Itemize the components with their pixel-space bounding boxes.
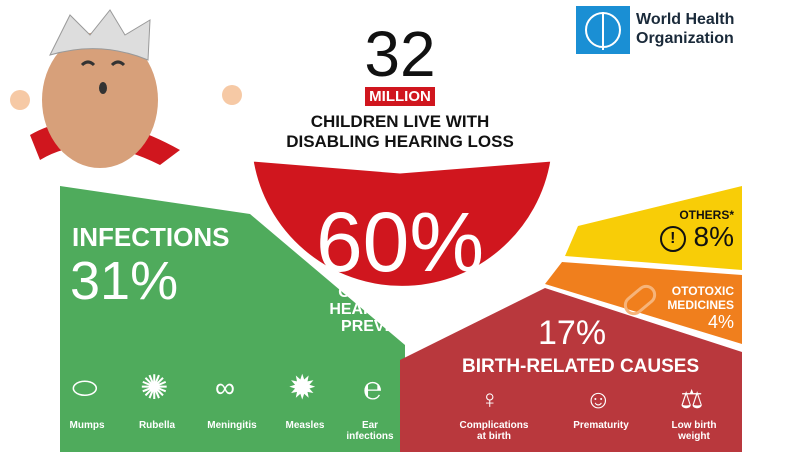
preventable-percent: 60%	[315, 195, 485, 289]
others-percent: 8%	[693, 221, 734, 252]
virus-icon: ✺	[140, 369, 169, 407]
preventable-block: 60% OF CHILDHOOD HEARING LOSS IS PREVENT…	[290, 200, 510, 335]
others-block: OTHERS* ! 8%	[640, 208, 734, 252]
ototoxic-line1: OTOTOXIC	[671, 284, 734, 298]
unit-badge: MILLION	[365, 87, 435, 106]
chain-bacteria-icon: ∞	[215, 372, 235, 403]
label-rubella: Rubella	[138, 420, 176, 431]
label-prematurity: Prematurity	[573, 420, 629, 431]
bacterium-icon: ⬭	[72, 372, 98, 405]
virus-spiky-icon: ✹	[288, 369, 317, 407]
ototoxic-line2: MEDICINES	[667, 298, 734, 312]
birth-percent: 17%	[538, 314, 607, 352]
birth-title: BIRTH-RELATED CAUSES	[462, 356, 700, 377]
scale-icon: ⚖	[680, 384, 704, 414]
infections-segment	[60, 186, 405, 452]
children-count: 32	[364, 18, 436, 90]
label-meningitis: Meningitis	[207, 420, 257, 431]
who-logo-text: World Health Organization	[636, 10, 734, 48]
center-line1: OF CHILDHOOD	[338, 284, 462, 301]
label-measles: Measles	[285, 420, 325, 431]
birth-segment	[400, 288, 742, 452]
ototoxic-segment	[545, 262, 742, 344]
center-line3: PREVENTABLE	[341, 318, 459, 335]
logo-line1: World Health	[636, 11, 735, 28]
label-ear-infections: Ear infections	[346, 420, 394, 442]
preventable-segment	[250, 158, 554, 289]
others-title: OTHERS*	[679, 208, 734, 222]
label-complications: Complications at birth	[459, 420, 529, 442]
pregnancy-icon: ♀	[480, 384, 500, 414]
ototoxic-block: OTOTOXIC MEDICINES 4%	[650, 284, 734, 332]
header: 32 MILLION CHILDREN LIVE WITH DISABLING …	[270, 22, 530, 152]
warning-icon: !	[659, 225, 686, 252]
baby-icon: ☺	[585, 384, 612, 414]
egg-mascot	[10, 9, 242, 168]
label-low-birth-weight: Low birth weight	[671, 420, 717, 442]
who-emblem	[576, 6, 630, 54]
infections-percent: 31%	[70, 251, 179, 311]
header-line2: DISABLING HEARING LOSS	[286, 132, 514, 151]
label-mumps: Mumps	[69, 420, 105, 431]
ototoxic-percent: 4%	[707, 312, 734, 332]
infections-title: INFECTIONS	[72, 222, 230, 252]
logo-line2: Organization	[636, 30, 734, 47]
ear-icon: ℮	[363, 370, 383, 406]
center-line2: HEARING LOSS IS	[329, 301, 471, 318]
header-line1: CHILDREN LIVE WITH	[310, 112, 490, 131]
others-segment	[565, 186, 742, 270]
